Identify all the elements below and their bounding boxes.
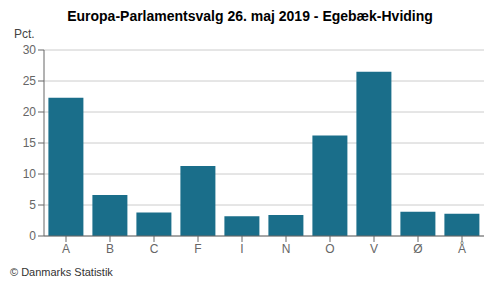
svg-text:25: 25: [23, 74, 37, 88]
svg-text:Ø: Ø: [413, 242, 422, 256]
svg-text:5: 5: [29, 198, 36, 212]
html-text:Europa-Parlamentsvalg 26. maj: Europa-Parlamentsvalg 26. maj 2019 - Ege…: [67, 8, 433, 24]
svg-text:N: N: [282, 242, 291, 256]
html-text:Pct.: Pct.: [14, 27, 35, 41]
svg-text:Å: Å: [458, 241, 466, 256]
svg-text:10: 10: [23, 167, 37, 181]
svg-text:O: O: [325, 242, 334, 256]
svg-text:C: C: [150, 242, 159, 256]
svg-text:V: V: [370, 242, 378, 256]
svg-text:20: 20: [23, 105, 37, 119]
svg-text:30: 30: [23, 43, 37, 57]
svg-text:A: A: [62, 242, 70, 256]
svg-text:F: F: [194, 242, 201, 256]
html-text:© Danmarks Statistik: © Danmarks Statistik: [10, 266, 113, 278]
svg-text:I: I: [240, 242, 243, 256]
svg-text:B: B: [106, 242, 114, 256]
svg-text:0: 0: [29, 229, 36, 243]
svg-text:15: 15: [23, 136, 37, 150]
